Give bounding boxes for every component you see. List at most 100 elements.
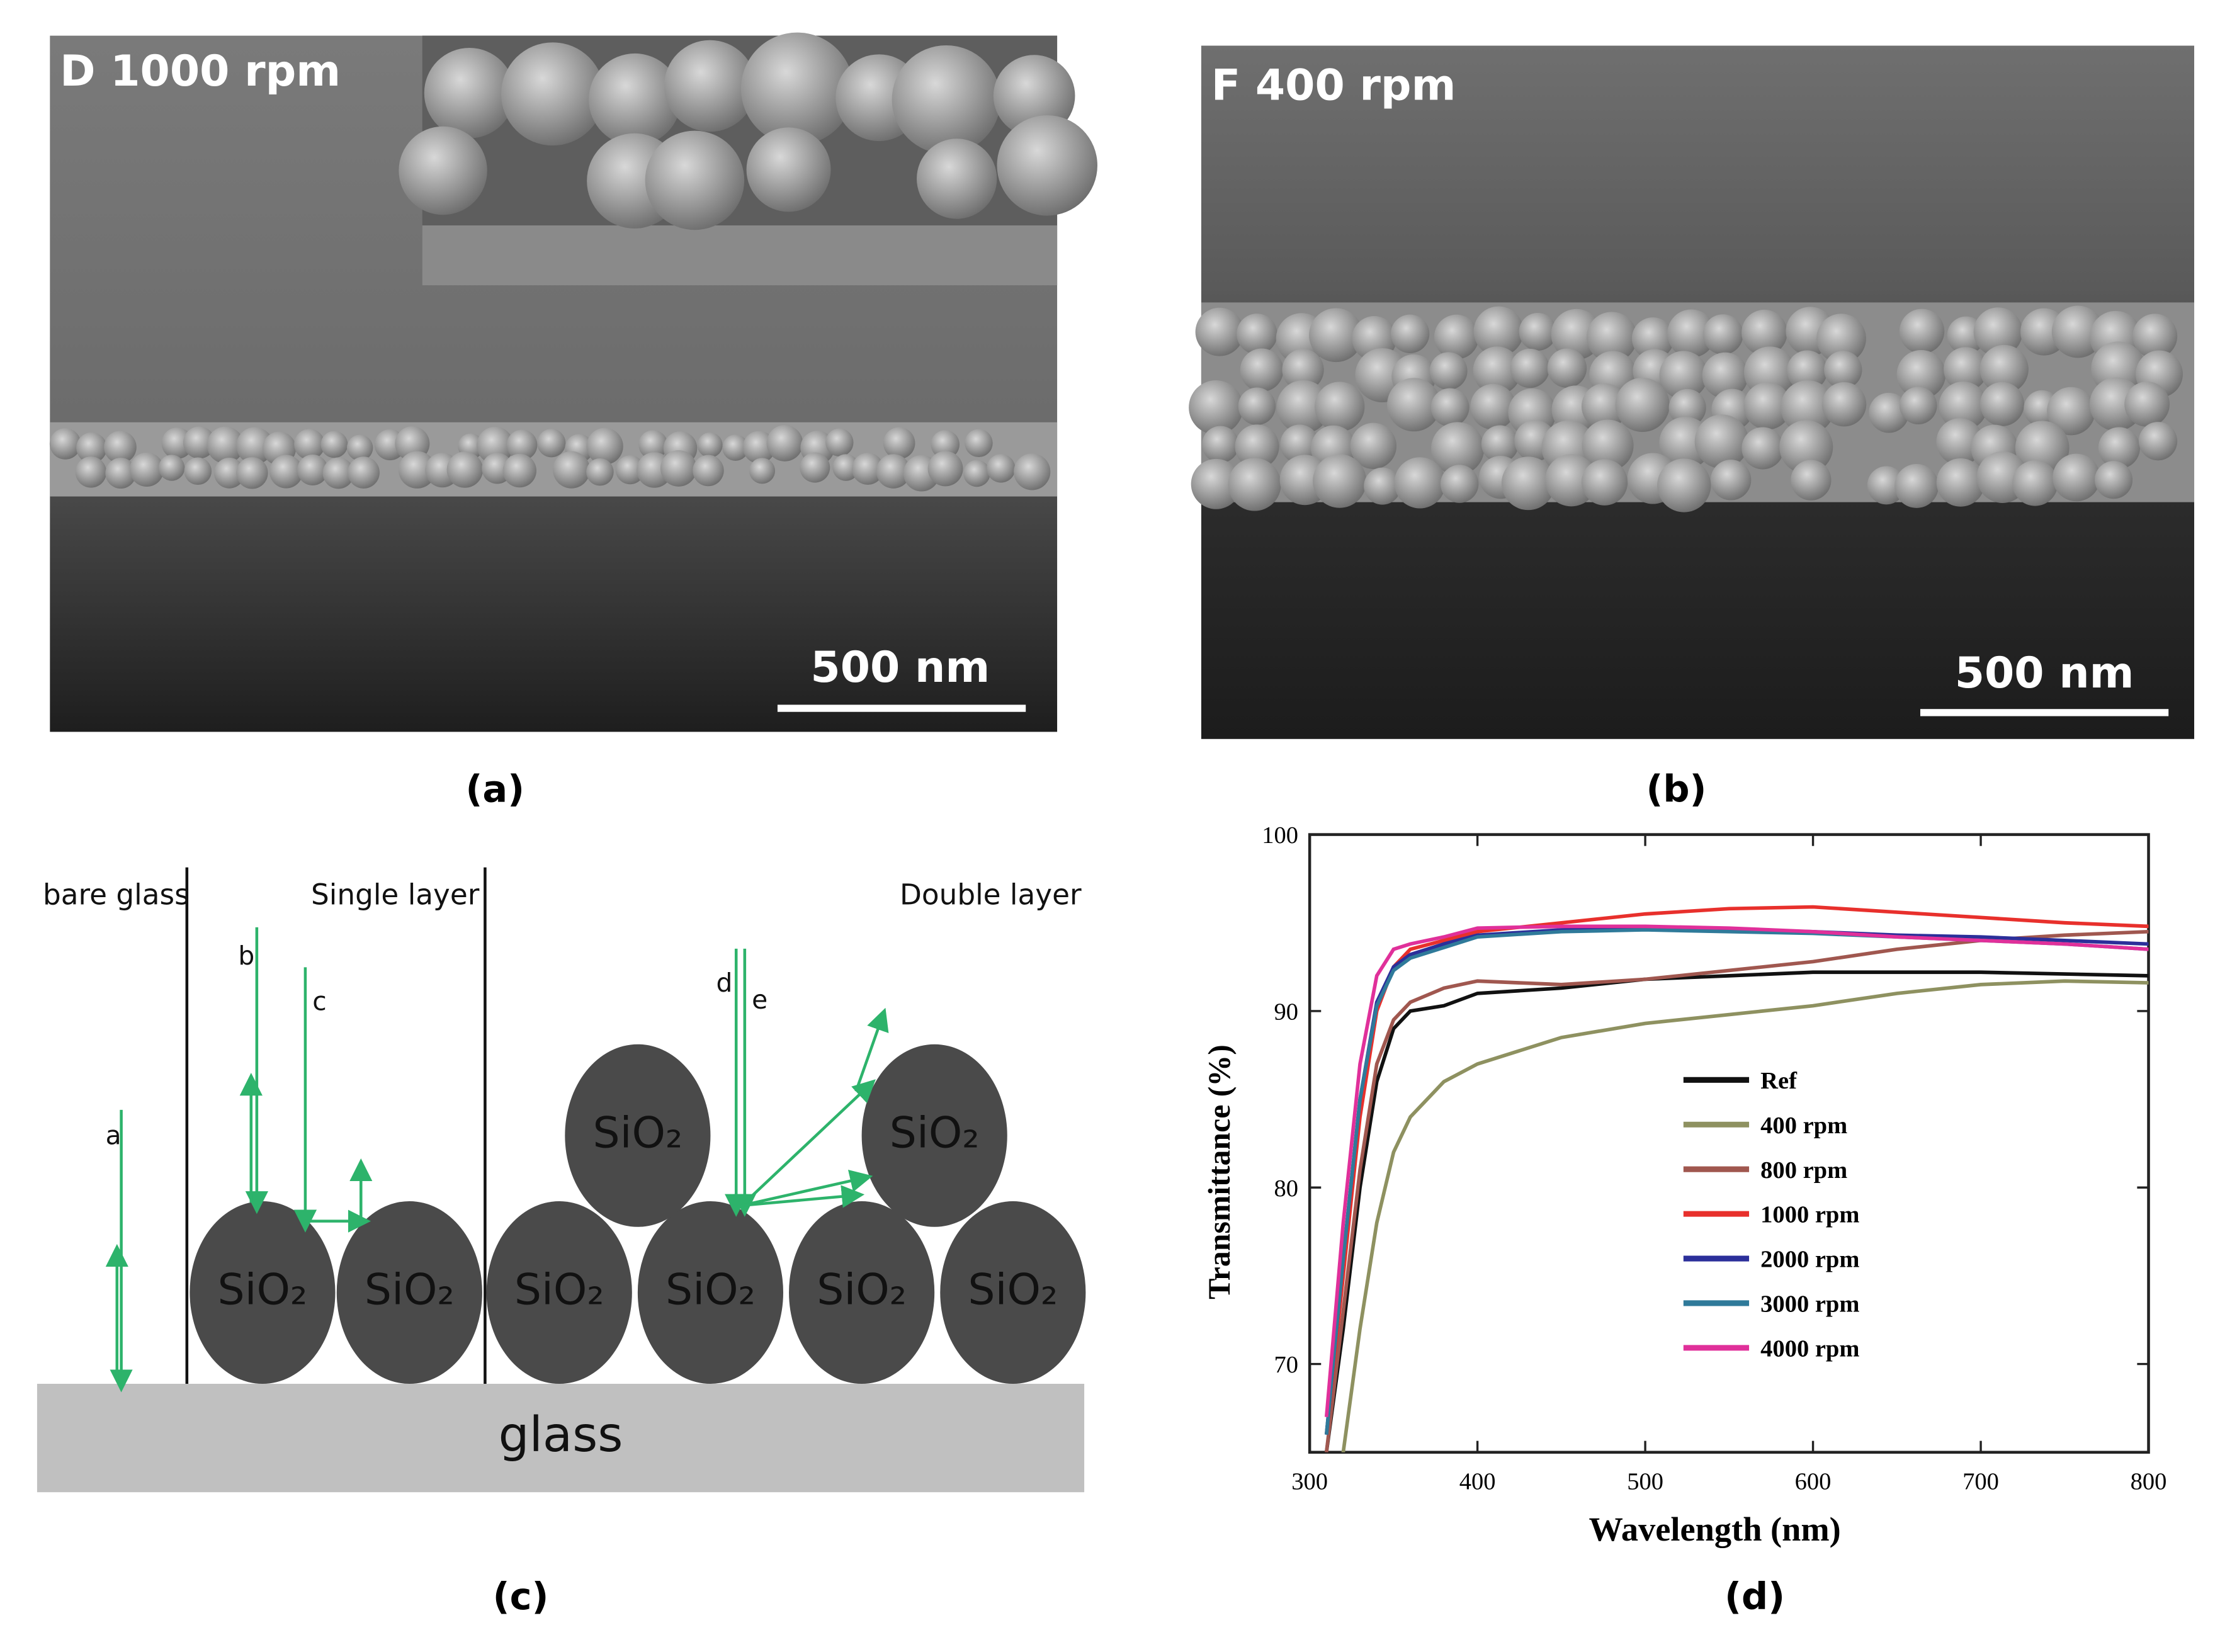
y-tick-label: 80 <box>1274 1175 1298 1202</box>
legend-label: Ref <box>1760 1068 1798 1094</box>
particle <box>722 434 749 461</box>
particle <box>1350 422 1397 470</box>
particle-label: SiO₂ <box>665 1265 756 1315</box>
particle <box>1979 344 2029 394</box>
ray-label: c <box>312 986 326 1016</box>
particle <box>852 453 884 485</box>
particle <box>1973 307 2023 357</box>
particle <box>1510 348 1550 388</box>
particle <box>1779 420 1833 474</box>
particle <box>76 432 107 463</box>
particle <box>740 32 854 145</box>
scale-bar-label: 500 nm <box>1955 648 2134 698</box>
legend-label: 2000 rpm <box>1760 1247 1859 1273</box>
particle <box>1615 377 1670 433</box>
ray-label: b <box>238 941 254 971</box>
x-tick-label: 400 <box>1459 1469 1496 1495</box>
particle <box>1668 388 1706 427</box>
scale-bar <box>1920 709 2169 716</box>
sem-image-b: F 400 rpm 500 nm <box>1189 45 2195 739</box>
particle <box>615 455 645 485</box>
particle <box>1519 313 1557 351</box>
particle <box>346 434 373 461</box>
particle <box>2051 305 2104 358</box>
particle <box>800 452 830 483</box>
particle <box>931 430 960 459</box>
particle <box>207 426 244 464</box>
particle <box>213 458 245 489</box>
x-tick-label: 300 <box>1291 1469 1328 1495</box>
particle-label: SiO₂ <box>514 1265 604 1315</box>
particle <box>1581 459 1628 506</box>
particle <box>1390 314 1430 354</box>
particle <box>963 460 990 487</box>
particle <box>1787 350 1828 391</box>
particle <box>1631 317 1674 359</box>
particle <box>1741 427 1784 470</box>
particle-label: SiO₂ <box>817 1265 907 1315</box>
series-line <box>1341 979 2149 1452</box>
inset-layer <box>422 225 1058 286</box>
particle <box>1586 312 1638 363</box>
particle <box>1387 378 1441 432</box>
particle <box>1936 458 1985 507</box>
particle <box>987 454 1016 483</box>
sio2-particle <box>336 1201 482 1384</box>
region-label: Single layer <box>311 878 480 912</box>
particle <box>1501 456 1555 511</box>
particle <box>130 452 164 487</box>
particle <box>766 425 803 461</box>
particle <box>1657 458 1711 512</box>
particle-label: SiO₂ <box>365 1265 455 1315</box>
particle <box>1280 424 1320 464</box>
particle <box>1791 460 1832 501</box>
particle <box>1582 419 1634 472</box>
particle <box>399 126 487 215</box>
particle <box>892 45 1001 154</box>
x-tick-label: 500 <box>1627 1469 1663 1495</box>
particle <box>1394 457 1446 509</box>
image-label: D 1000 rpm <box>60 47 341 96</box>
particle <box>184 457 212 485</box>
series-line <box>1324 929 2149 1452</box>
particle <box>1430 388 1470 427</box>
particle <box>2047 387 2095 436</box>
particle <box>645 130 745 230</box>
particle <box>49 428 81 460</box>
particle <box>1867 466 1906 505</box>
particle <box>1315 382 1365 432</box>
particle <box>1741 309 1787 356</box>
sio2-particle <box>486 1201 632 1384</box>
particle <box>506 429 538 461</box>
ray <box>854 1007 889 1092</box>
sio2-particle <box>940 1201 1086 1384</box>
sio2-particle <box>861 1044 1007 1227</box>
caption: (d) <box>1724 1575 1785 1618</box>
sio2-particle <box>190 1201 336 1384</box>
particle <box>1869 392 1909 433</box>
legend-label: 400 rpm <box>1760 1112 1847 1139</box>
particle <box>1235 424 1279 469</box>
particle <box>586 427 623 465</box>
particle <box>1781 380 1835 434</box>
region-label: Double layer <box>900 878 1082 912</box>
x-tick-label: 600 <box>1795 1469 1832 1495</box>
y-tick-label: 70 <box>1274 1352 1298 1378</box>
particle <box>916 139 997 219</box>
particle <box>997 115 1097 216</box>
image-label: F 400 rpm <box>1211 61 1456 111</box>
particle-label: SiO₂ <box>218 1265 308 1315</box>
particle <box>294 429 325 460</box>
region-label: bare glass <box>43 878 190 912</box>
caption: (b) <box>1646 767 1706 810</box>
particle <box>1313 454 1367 508</box>
particle <box>586 458 614 486</box>
particle <box>1581 383 1628 429</box>
particle <box>2098 427 2140 469</box>
particle <box>236 457 268 489</box>
particle <box>1429 352 1468 390</box>
scale-bar-label: 500 nm <box>810 643 990 693</box>
particle <box>2094 461 2133 499</box>
sio2-particle <box>789 1201 935 1384</box>
